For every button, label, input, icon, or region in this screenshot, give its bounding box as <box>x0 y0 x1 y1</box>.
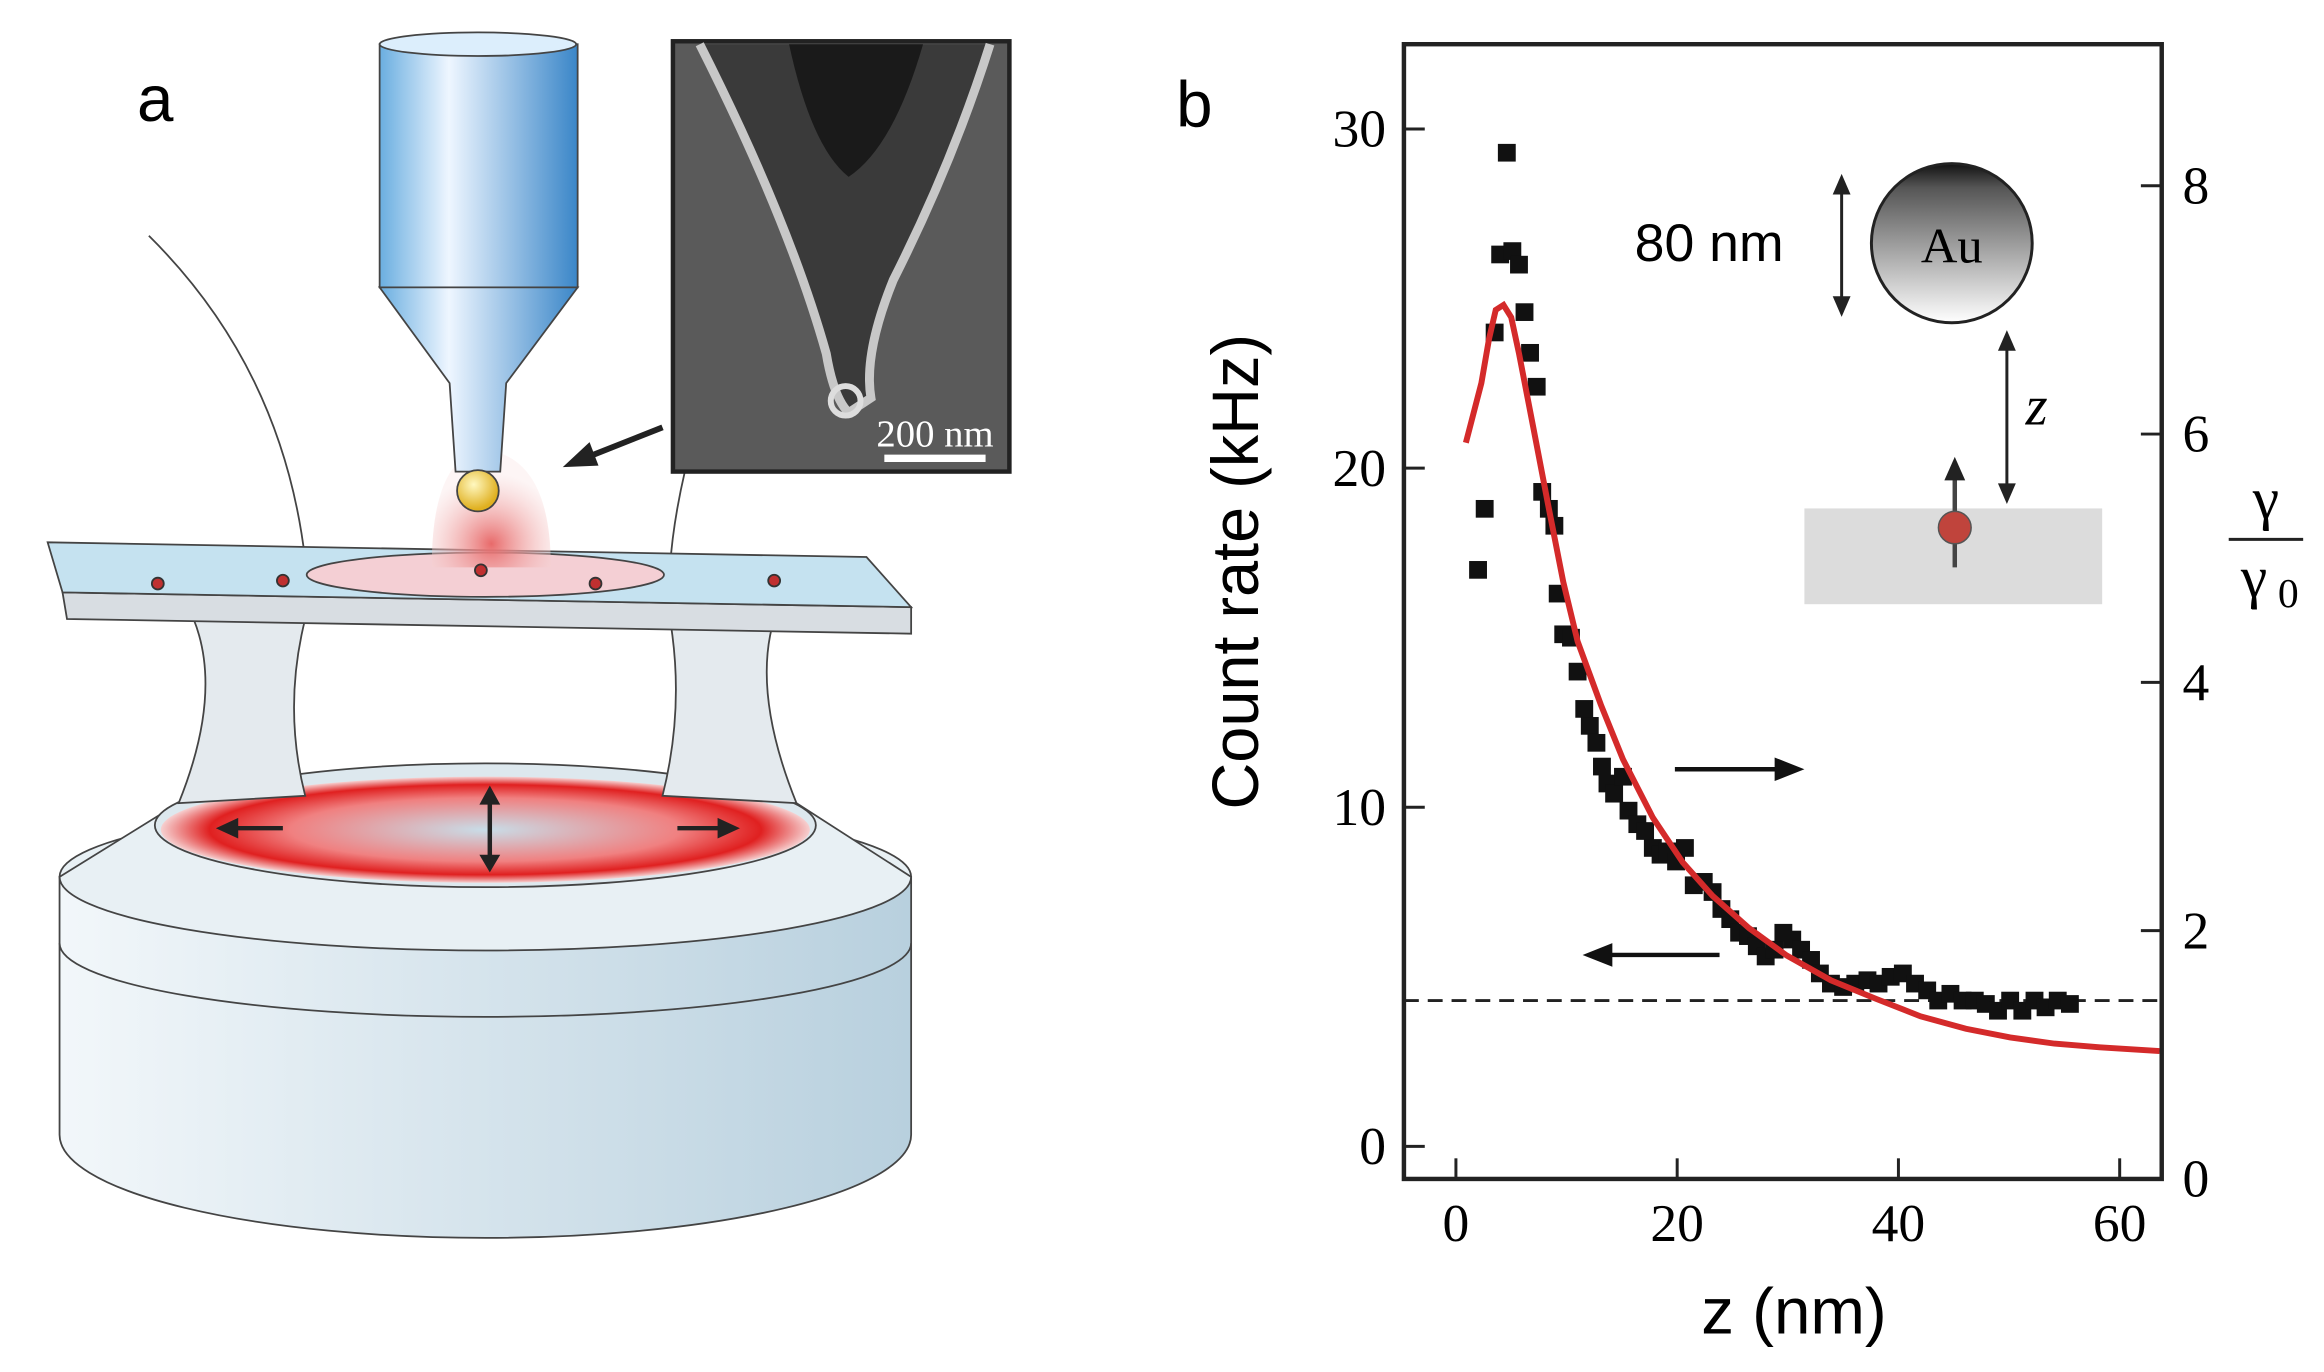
x-tick-label: 0 <box>1443 1193 1470 1253</box>
y2-tick-label: 4 <box>2183 652 2210 712</box>
data-point <box>2060 995 2079 1013</box>
fit-curve <box>1462 300 2160 1055</box>
direction-arrows <box>1582 757 1805 967</box>
data-point <box>1619 801 1638 820</box>
panel-label: a <box>137 62 174 135</box>
annotation: 80 nm <box>1635 214 1784 273</box>
data-point <box>1503 242 1522 260</box>
setup-diagram <box>46 31 914 1239</box>
pointer-arrow <box>562 424 664 468</box>
data-point <box>1497 143 1516 162</box>
data-point <box>1587 733 1606 752</box>
y2-tick-label: 6 <box>2183 404 2210 464</box>
y2-label-subscript: 0 <box>2278 570 2299 616</box>
data-point <box>1469 561 1487 579</box>
data-point <box>1605 784 1624 803</box>
data-point <box>1575 700 1594 718</box>
data-point <box>1675 839 1694 857</box>
annotation: z <box>2025 376 2048 438</box>
panel-label: b <box>1176 68 1212 141</box>
y2-tick-label: 0 <box>2183 1149 2210 1209</box>
data-point <box>1515 303 1534 321</box>
y2-axis-label: γ γ 0 <box>2228 466 2304 616</box>
x-tick-label: 20 <box>1650 1193 1704 1253</box>
data-point <box>1521 343 1539 362</box>
data-point <box>1568 662 1587 681</box>
x-tick-label: 60 <box>2093 1193 2147 1253</box>
y2-tick-label: 8 <box>2183 156 2210 216</box>
sem-inset: 200 nm <box>670 39 1012 474</box>
data-point <box>1510 255 1528 274</box>
data-point <box>1475 499 1494 518</box>
y2-label-numerator: γ <box>2252 466 2279 532</box>
y2-tick-label: 2 <box>2183 901 2210 961</box>
y-axis-label: Count rate (kHz) <box>1199 334 1272 810</box>
annotation: Au <box>1921 218 1983 274</box>
x-tick-label: 40 <box>1872 1193 1926 1253</box>
data-point <box>1636 822 1655 840</box>
x-axis-label: z (nm) <box>1701 1275 1887 1348</box>
data-point <box>1593 757 1611 776</box>
plot-frame <box>1401 42 2164 1182</box>
data-point <box>1580 717 1599 735</box>
y-tick-label: 0 <box>1359 1116 1386 1176</box>
y-tick-label: 20 <box>1332 438 1386 498</box>
y-tick-label: 10 <box>1332 777 1386 837</box>
chart-inset: 80 nm Au z <box>1635 162 2103 605</box>
y-tick-label: 30 <box>1332 99 1386 159</box>
y2-label-denominator: γ <box>2240 544 2267 610</box>
data-point <box>1527 377 1546 396</box>
scale-bar-label: 200 nm <box>876 414 993 456</box>
